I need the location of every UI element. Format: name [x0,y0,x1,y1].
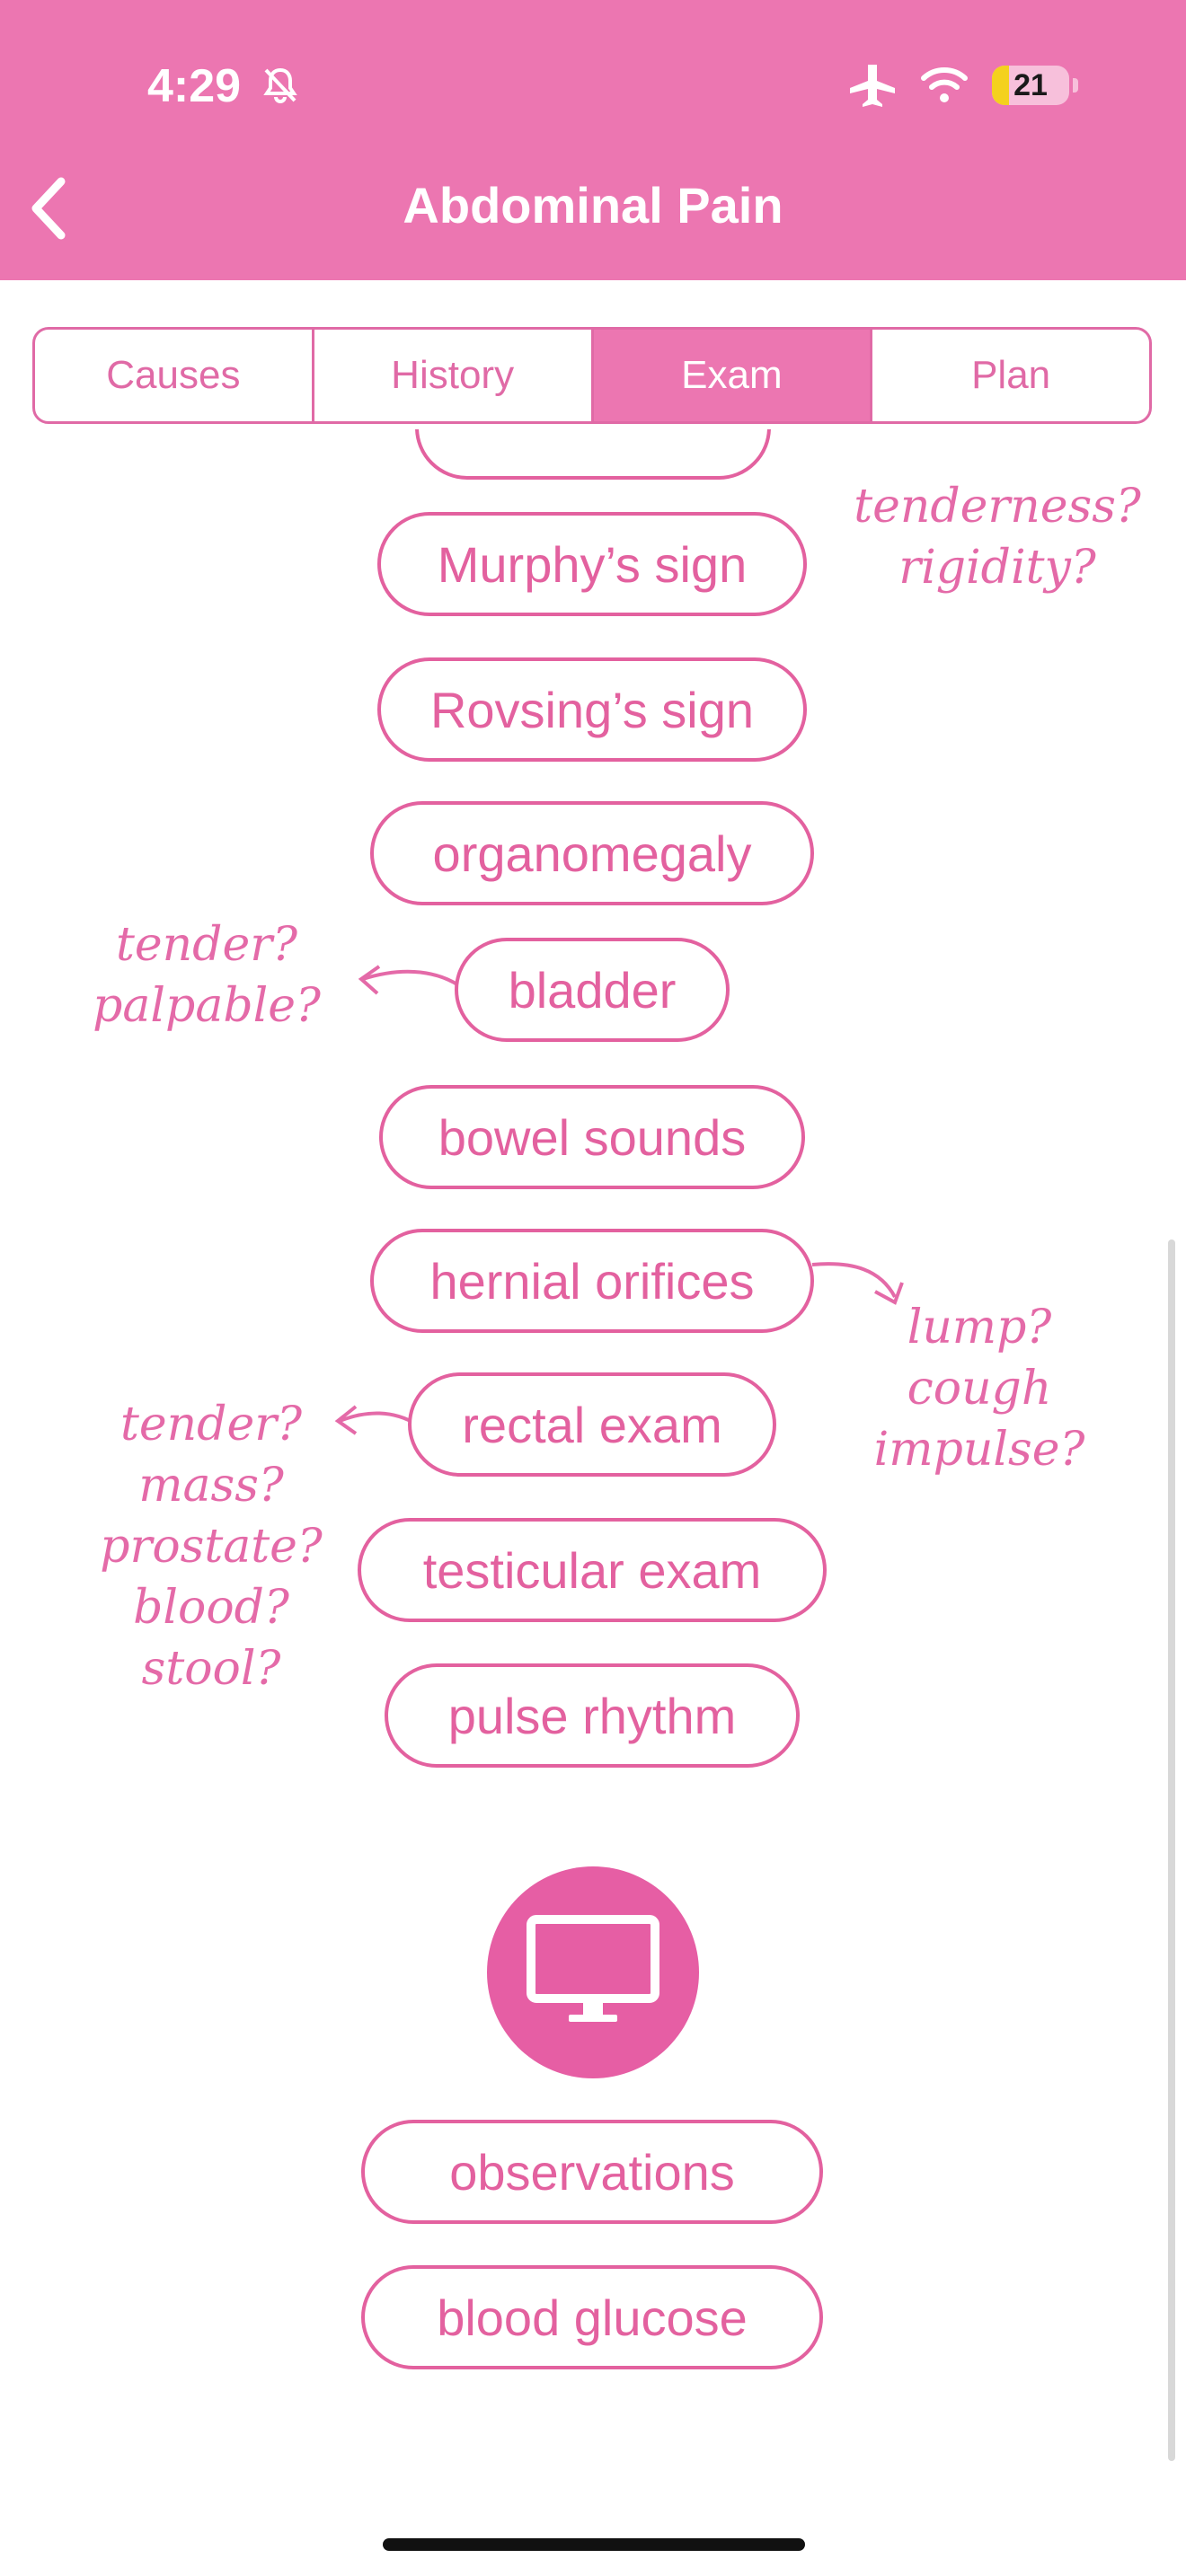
arrow-hernia [811,1262,904,1305]
page-title: Abdominal Pain [403,177,783,234]
exam-item-bladder[interactable]: bladder [455,938,730,1042]
battery-indicator: 21 [992,66,1069,105]
note-bladder: tender? palpable? [93,918,321,1033]
note-rectal: tender? mass? prostate? blood? stool? [100,1398,323,1696]
status-icons: 21 [848,63,1078,108]
back-chevron-icon[interactable] [23,172,77,244]
exam-content: tenderness? rigidity? Murphy’s sign Rovs… [0,429,1186,2495]
status-time: 4:29 [147,60,242,112]
exam-item-testicular-exam[interactable]: testicular exam [358,1518,827,1622]
segmented-tabs: Causes History Exam Plan [32,327,1152,424]
exam-item-rectal-exam[interactable]: rectal exam [408,1372,776,1477]
tab-causes[interactable]: Causes [35,330,314,421]
bedside-item-blood-glucose[interactable]: blood glucose [361,2265,823,2369]
exam-item-hernial-orifices[interactable]: hernial orifices [370,1229,814,1333]
bedside-section-icon [487,1866,699,2078]
note-peritoneal: tenderness? rigidity? [854,480,1141,595]
header-bar: 4:29 21 Abdominal Pain [0,0,1186,280]
home-indicator[interactable] [383,2538,805,2551]
exam-item-organomegaly[interactable]: organomegaly [370,801,814,905]
battery-level: 21 [1013,68,1048,102]
scrollbar[interactable] [1168,1239,1175,2461]
note-hernia: lump? cough impulse? [873,1301,1085,1477]
exam-item-bowel-sounds[interactable]: bowel sounds [379,1085,805,1189]
tab-plan[interactable]: Plan [971,353,1051,397]
monitor-icon [527,1915,659,2022]
airplane-icon [850,65,895,107]
arrow-bladder [358,965,462,995]
tab-history[interactable]: History [314,330,594,421]
wifi-icon [921,67,968,102]
bedside-item-observations[interactable]: observations [361,2120,823,2224]
exam-item-rovsings-sign[interactable]: Rovsing’s sign [377,657,807,762]
exam-item-pulse-rhythm[interactable]: pulse rhythm [385,1663,800,1768]
clipped-pill[interactable] [415,429,771,480]
arrow-rectal [334,1405,419,1435]
exam-item-murphys-sign[interactable]: Murphy’s sign [377,512,807,616]
tab-exam[interactable]: Exam [593,330,873,421]
bell-slash-icon [263,67,297,103]
